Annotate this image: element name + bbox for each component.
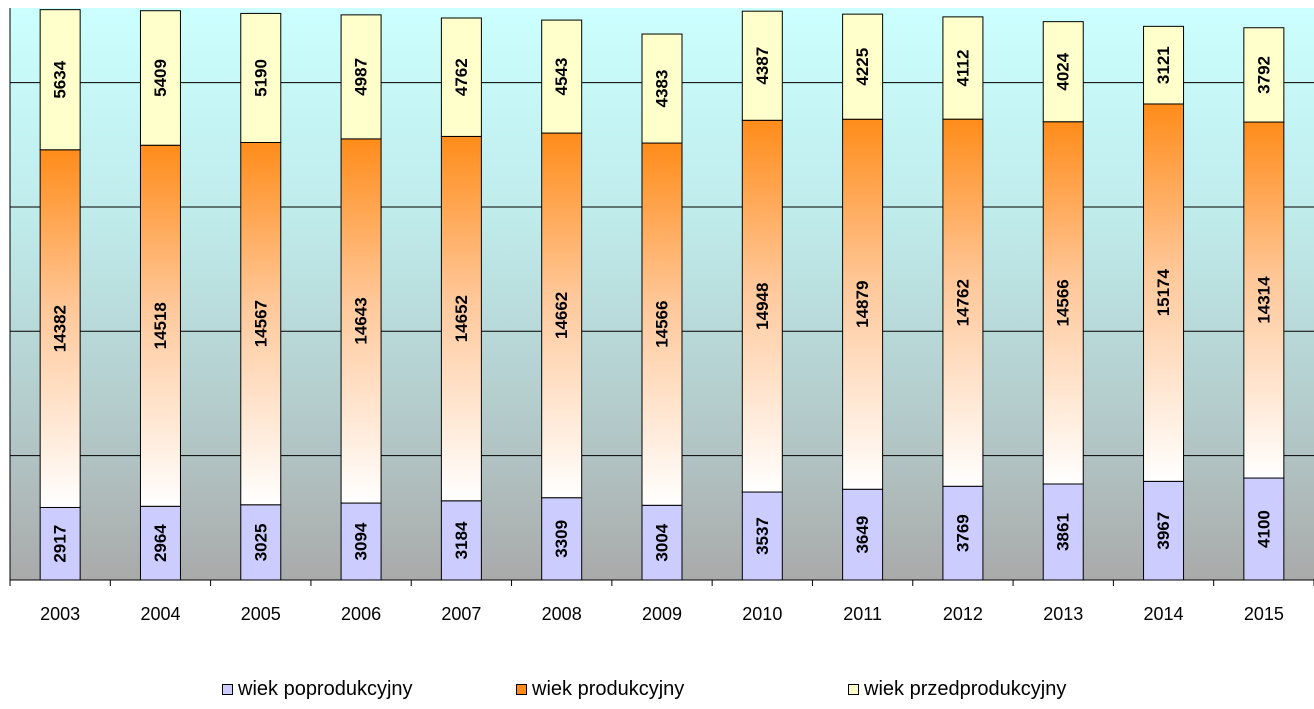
data-label-przedprodukcyjny-2008: 4543 [552,58,571,96]
bar-poprodukcyjny-2006 [340,502,382,581]
bar-poprodukcyjny-2014 [1143,480,1185,581]
legend-item-przedprodukcyjny: wiek przedprodukcyjny [848,678,1066,701]
data-label-przedprodukcyjny-2011: 4225 [853,48,872,86]
data-label-przedprodukcyjny-2005: 5190 [251,59,270,97]
bar-produkcyjny-2007 [440,135,482,502]
data-label-poprodukcyjny-2014: 3967 [1154,512,1173,550]
legend: wiek poprodukcyjny wiek produkcyjny wiek… [0,678,1314,704]
bar-przedprodukcyjny-2010 [741,10,783,121]
data-label-przedprodukcyjny-2003: 5634 [51,60,70,98]
x-tick-label-2012: 2012 [943,604,983,624]
bar-produkcyjny-2004 [139,144,181,507]
legend-swatch-produkcyjny [516,684,527,695]
bar-przedprodukcyjny-2009 [641,33,683,144]
bar-produkcyjny-2010 [741,119,783,493]
bar-przedprodukcyjny-2011 [842,13,884,120]
bar-produkcyjny-2009 [641,142,683,506]
x-tick-label-2013: 2013 [1043,604,1083,624]
legend-label-produkcyjny: wiek produkcyjny [532,678,685,700]
data-label-poprodukcyjny-2005: 3025 [251,523,270,561]
bars [39,9,1285,581]
bar-przedprodukcyjny-2004 [139,10,181,146]
data-label-przedprodukcyjny-2010: 4387 [753,47,772,85]
bar-produkcyjny-2015 [1243,121,1285,479]
data-label-przedprodukcyjny-2007: 4762 [452,58,471,96]
data-label-poprodukcyjny-2007: 3184 [452,521,471,559]
x-tick-label-2014: 2014 [1144,604,1184,624]
bar-przedprodukcyjny-2007 [440,17,482,137]
data-label-poprodukcyjny-2006: 3094 [352,522,371,560]
legend-label-poprodukcyjny: wiek poprodukcyjny [238,678,413,700]
x-tick-label-2010: 2010 [742,604,782,624]
data-label-przedprodukcyjny-2006: 4987 [352,58,371,96]
data-label-produkcyjny-2014: 15174 [1154,268,1173,316]
data-label-produkcyjny-2015: 14314 [1254,276,1273,324]
bar-produkcyjny-2003 [39,149,81,508]
legend-swatch-przedprodukcyjny [848,684,859,695]
bar-przedprodukcyjny-2006 [340,14,382,140]
data-label-poprodukcyjny-2015: 4100 [1254,510,1273,548]
bar-produkcyjny-2013 [1042,121,1084,485]
data-labels: 2917 14382 5634 2964 14518 5409 3025 14567 5190 3… [51,46,1274,562]
data-label-poprodukcyjny-2012: 3769 [953,514,972,552]
bar-przedprodukcyjny-2005 [240,12,282,143]
bar-poprodukcyjny-2004 [139,505,181,581]
data-label-produkcyjny-2012: 14762 [953,279,972,326]
x-tick-label-2009: 2009 [642,604,682,624]
bar-przedprodukcyjny-2012 [942,16,984,120]
data-label-przedprodukcyjny-2013: 4024 [1054,52,1073,90]
x-tick-label-2005: 2005 [241,604,281,624]
data-label-przedprodukcyjny-2014: 3121 [1154,46,1173,84]
bar-produkcyjny-2008 [541,132,583,499]
legend-item-poprodukcyjny: wiek poprodukcyjny [222,678,413,701]
bar-przedprodukcyjny-2003 [39,9,81,151]
data-label-przedprodukcyjny-2015: 3792 [1254,56,1273,94]
x-tick-label-2004: 2004 [140,604,180,624]
data-label-produkcyjny-2013: 14566 [1054,279,1073,326]
data-label-produkcyjny-2010: 14948 [753,283,772,330]
x-tick-label-2015: 2015 [1244,604,1284,624]
bar-produkcyjny-2012 [942,118,984,487]
bar-produkcyjny-2006 [340,138,382,504]
legend-swatch-poprodukcyjny [222,684,233,695]
legend-label-przedprodukcyjny: wiek przedprodukcyjny [864,678,1067,700]
bar-poprodukcyjny-2008 [541,497,583,581]
bar-przedprodukcyjny-2008 [541,19,583,134]
x-tick-label-2006: 2006 [341,604,381,624]
x-tick-label-2003: 2003 [40,604,80,624]
bar-poprodukcyjny-2012 [942,485,984,581]
bar-przedprodukcyjny-2013 [1042,21,1084,123]
data-label-poprodukcyjny-2009: 3004 [653,523,672,561]
bar-przedprodukcyjny-2015 [1243,27,1285,123]
data-label-poprodukcyjny-2008: 3309 [552,520,571,558]
data-label-poprodukcyjny-2004: 2964 [151,524,170,562]
data-label-poprodukcyjny-2011: 3649 [853,516,872,554]
x-tick-label-2011: 2011 [843,604,882,624]
data-label-produkcyjny-2004: 14518 [151,302,170,349]
x-tick-label-2008: 2008 [542,604,582,624]
data-label-produkcyjny-2005: 14567 [251,300,270,347]
data-label-poprodukcyjny-2010: 3537 [753,517,772,555]
x-axis: 2003 2004 2005 2006 2007 2008 2009 2010 2011 2012… [9,8,1314,624]
data-label-przedprodukcyjny-2004: 5409 [151,59,170,97]
bar-przedprodukcyjny-2014 [1143,25,1185,105]
bar-produkcyjny-2014 [1143,103,1185,482]
data-label-produkcyjny-2003: 14382 [51,305,70,352]
data-label-produkcyjny-2007: 14652 [452,295,471,342]
bar-poprodukcyjny-2015 [1243,477,1285,581]
bar-produkcyjny-2005 [240,141,282,506]
bar-poprodukcyjny-2005 [240,504,282,581]
bar-poprodukcyjny-2007 [440,500,482,581]
data-label-produkcyjny-2006: 14643 [352,297,371,344]
data-label-przedprodukcyjny-2012: 4112 [953,50,972,87]
data-label-poprodukcyjny-2013: 3861 [1054,513,1073,551]
x-tick-label-2007: 2007 [441,604,481,624]
data-label-produkcyjny-2011: 14879 [853,281,872,328]
data-label-przedprodukcyjny-2009: 4383 [653,70,672,108]
data-label-produkcyjny-2008: 14662 [552,292,571,339]
data-label-produkcyjny-2009: 14566 [653,301,672,348]
legend-item-produkcyjny: wiek produkcyjny [516,678,684,701]
data-label-poprodukcyjny-2003: 2917 [51,525,70,563]
